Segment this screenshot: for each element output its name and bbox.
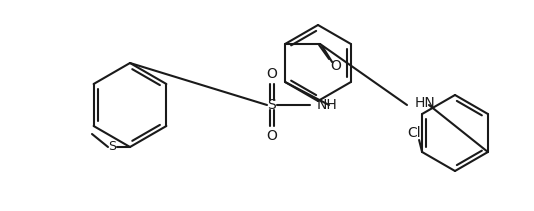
Text: O: O	[331, 59, 342, 73]
Text: S: S	[108, 141, 116, 153]
Text: O: O	[266, 129, 278, 143]
Text: Cl: Cl	[407, 126, 421, 140]
Text: HN: HN	[415, 96, 436, 110]
Text: O: O	[266, 67, 278, 81]
Text: S: S	[268, 98, 277, 112]
Text: NH: NH	[317, 98, 337, 112]
